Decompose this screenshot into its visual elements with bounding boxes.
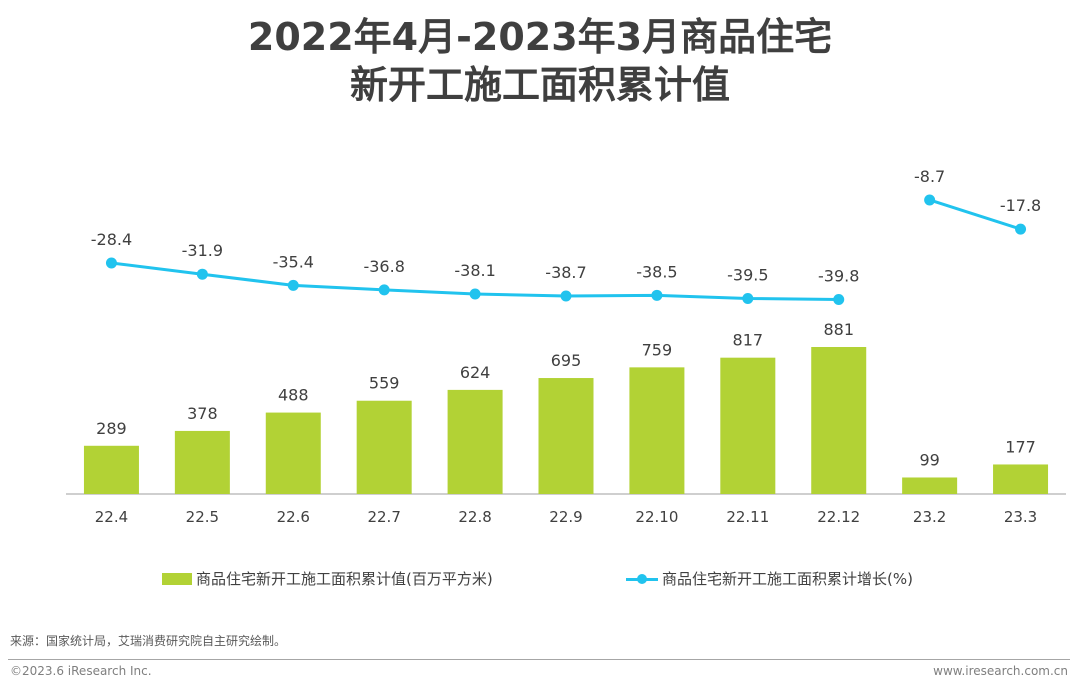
bar-23.3 xyxy=(993,464,1049,494)
bar-data-label: 559 xyxy=(369,374,400,393)
footer-divider xyxy=(8,659,1070,660)
x-tick-label: 22.10 xyxy=(635,508,678,526)
line-point-22.8 xyxy=(469,288,481,300)
line-data-label: -17.8 xyxy=(1000,196,1041,215)
line-point-22.9 xyxy=(560,290,572,302)
line-data-label: -28.4 xyxy=(91,230,132,249)
line-data-label: -36.8 xyxy=(363,257,404,276)
x-tick-label: 22.4 xyxy=(95,508,128,526)
bar-data-label: 177 xyxy=(1005,437,1036,456)
bar-data-label: 488 xyxy=(278,386,309,405)
legend-line-label: 商品住宅新开工施工面积累计增长(%) xyxy=(662,570,913,588)
x-tick-label: 22.8 xyxy=(458,508,491,526)
x-tick-label: 23.3 xyxy=(1004,508,1037,526)
bar-22.4 xyxy=(83,445,139,494)
line-point-22.6 xyxy=(287,279,299,291)
x-tick-label: 22.5 xyxy=(186,508,219,526)
legend-line-marker-icon xyxy=(626,573,658,585)
bar-23.2 xyxy=(902,477,958,494)
bar-data-label: 817 xyxy=(733,331,764,350)
bar-data-label: 695 xyxy=(551,351,582,370)
bar-data-label: 881 xyxy=(823,320,854,339)
combo-chart: 289 22.4 378 22.5 488 22.6 559 22.7 624 22.8 695 22… xyxy=(66,167,1066,526)
bar-data-label: 99 xyxy=(919,450,939,469)
bar-22.9 xyxy=(538,378,594,494)
line-point-22.10 xyxy=(651,289,663,301)
x-tick-label: 22.12 xyxy=(817,508,860,526)
source-note: 来源：国家统计局，艾瑞消费研究院自主研究绘制。 xyxy=(10,634,287,648)
line-data-label: -38.1 xyxy=(454,261,495,280)
bar-data-label: 378 xyxy=(187,404,218,423)
x-tick-label: 22.11 xyxy=(726,508,769,526)
bar-22.6 xyxy=(265,412,321,494)
line-point-22.4 xyxy=(105,257,117,269)
line-data-label: -39.8 xyxy=(818,266,859,285)
line-point-22.12 xyxy=(833,293,845,305)
chart-title-line-2: 新开工施工面积累计值 xyxy=(349,63,730,107)
line-point-22.5 xyxy=(196,268,208,280)
bar-22.5 xyxy=(174,430,230,494)
line-point-23.2 xyxy=(924,194,936,206)
line-data-label: -31.9 xyxy=(182,241,223,260)
x-tick-label: 22.6 xyxy=(277,508,310,526)
legend-item-line: 商品住宅新开工施工面积累计增长(%) xyxy=(626,568,913,589)
line-data-label: -39.5 xyxy=(727,266,768,285)
bar-22.7 xyxy=(356,400,412,494)
growth-line-segment-2 xyxy=(929,198,1022,231)
x-tick-label: 23.2 xyxy=(913,508,946,526)
x-tick-label: 22.7 xyxy=(367,508,400,526)
legend-bar-label: 商品住宅新开工施工面积累计值(百万平方米) xyxy=(196,570,493,588)
x-tick-label: 22.9 xyxy=(549,508,582,526)
bar-data-label: 759 xyxy=(642,340,673,359)
line-data-label: -35.4 xyxy=(273,252,314,271)
bar-22.8 xyxy=(447,389,503,494)
line-point-22.11 xyxy=(742,293,754,305)
line-data-label: -8.7 xyxy=(914,167,945,186)
legend-bar-swatch-icon xyxy=(162,572,192,585)
bar-22.11 xyxy=(720,357,776,494)
line-point-22.7 xyxy=(378,284,390,296)
website-link[interactable]: www.iresearch.com.cn xyxy=(933,664,1068,678)
bar-22.12 xyxy=(811,347,867,494)
bar-22.10 xyxy=(629,367,685,494)
chart-title-line-1: 2022年4月-2023年3月商品住宅 xyxy=(247,15,833,59)
line-point-23.3 xyxy=(1015,223,1027,235)
legend-item-bar: 商品住宅新开工施工面积累计值(百万平方米) xyxy=(162,568,493,589)
bar-data-label: 624 xyxy=(460,363,491,382)
line-data-label: -38.7 xyxy=(545,263,586,282)
bar-data-label: 289 xyxy=(96,419,127,438)
line-data-label: -38.5 xyxy=(636,262,677,281)
copyright: ©2023.6 iResearch Inc. xyxy=(10,664,152,678)
